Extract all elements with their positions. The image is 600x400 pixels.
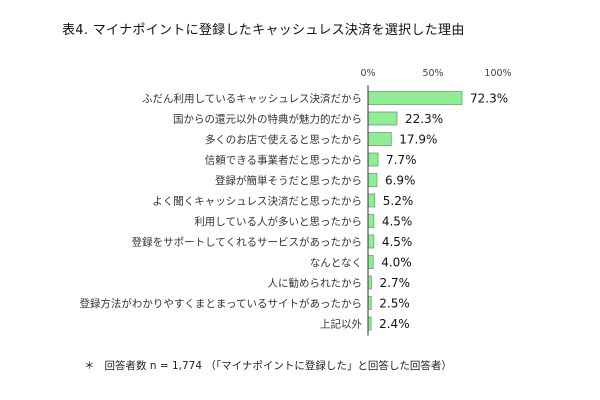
bar [367, 255, 374, 269]
data-label: 4.5% [382, 235, 413, 249]
bar [367, 193, 376, 208]
data-label: 4.5% [382, 215, 413, 229]
category-label: 登録が簡単そうだと思ったから [215, 174, 362, 187]
category-label: 人に勧められたから [268, 277, 363, 290]
category-labels: ふだん利用しているキャッシュレス決済だから国からの還元以外の特典が魅力的だから多… [79, 92, 362, 331]
category-label: ふだん利用しているキャッシュレス決済だから [142, 92, 362, 105]
category-label: 登録方法がわかりやすくまとまっているサイトがあったから [79, 297, 362, 310]
data-label: 6.9% [385, 174, 416, 188]
category-label: 国からの還元以外の特典が魅力的だから [173, 113, 362, 126]
footnote-text: 回答者数 n = 1,774 （「マイナポイントに登録した」と回答した回答者） [104, 360, 452, 372]
category-label: よく聞くキャッシュレス決済だと思ったから [152, 195, 362, 208]
bar [367, 132, 392, 146]
data-label: 7.7% [386, 153, 417, 167]
bar [367, 173, 378, 187]
category-label: 多くのお店で使えると思ったから [205, 133, 362, 146]
data-label: 2.7% [380, 276, 411, 290]
category-label: 利用している人が多いと思ったから [194, 215, 362, 228]
data-label: 2.5% [379, 297, 410, 311]
x-axis-tick-labels: 0% 50% 100% [360, 68, 511, 79]
chart-title: 表4. マイナポイントに登録したキャッシュレス決済を選択した理由 [62, 23, 465, 38]
value-labels: 72.3% 22.3% 17.9% 7.7% 6.9% 5.2% 4.5% 4.5% 4.0% 2… [379, 92, 508, 332]
bar [367, 152, 379, 167]
category-label: 登録をサポートしてくれるサービスがあったから [132, 236, 362, 249]
data-label: 5.2% [383, 194, 414, 208]
category-label: 上記以外 [320, 318, 362, 331]
bar [367, 111, 398, 126]
category-label: 信頼できる事業者だと思ったから [205, 154, 362, 167]
bar [367, 214, 375, 228]
footnote: ＊ 回答者数 n = 1,774 （「マイナポイントに登録した」と回答した回答者） [84, 358, 452, 373]
category-label: なんとなく [310, 257, 362, 269]
bars [367, 91, 463, 331]
x-tick-label: 50% [422, 68, 443, 79]
data-label: 72.3% [470, 92, 508, 106]
x-tick-label: 100% [484, 68, 511, 79]
footnote-marker: ＊ [84, 360, 95, 372]
data-label: 2.4% [379, 317, 410, 331]
data-label: 22.3% [405, 112, 443, 126]
data-label: 4.0% [381, 256, 412, 270]
x-tick-label: 0% [360, 68, 375, 79]
bar [367, 91, 463, 105]
bar [367, 234, 375, 249]
bar [367, 275, 372, 290]
data-label: 17.9% [399, 133, 437, 147]
